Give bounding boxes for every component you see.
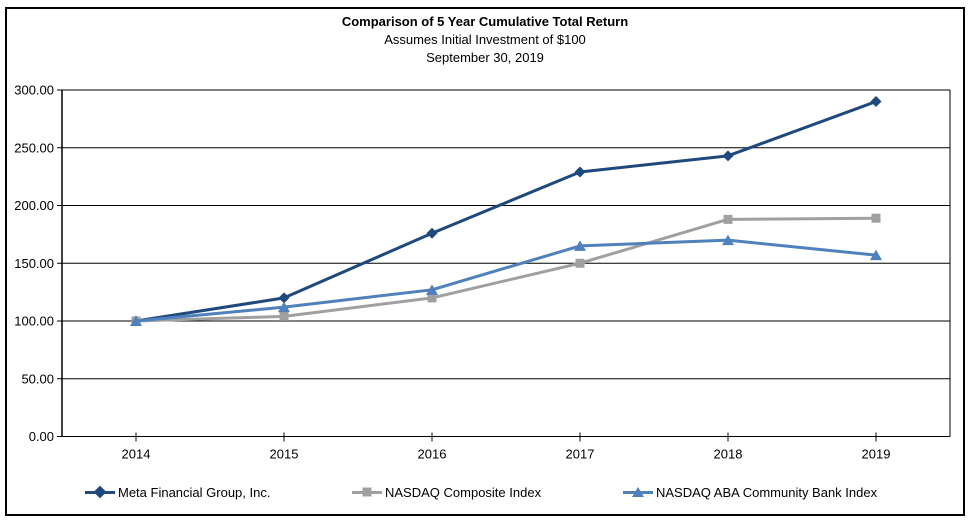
- data-point-marker: [426, 284, 438, 295]
- y-tick-label: 200.00: [14, 198, 54, 213]
- x-tick-label: 2019: [862, 447, 891, 462]
- data-point-marker: [871, 213, 881, 223]
- y-tick-label: 50.00: [21, 371, 54, 386]
- legend-marker: [362, 487, 372, 497]
- y-tick-label: 300.00: [14, 83, 54, 98]
- series-line: [135, 100, 877, 323]
- diamond-marker-icon: [85, 485, 115, 499]
- data-point-marker: [427, 293, 437, 303]
- series-line: [135, 216, 877, 323]
- figure-border: [5, 7, 965, 516]
- series-line: [135, 238, 877, 323]
- data-point-marker: [870, 96, 882, 108]
- chart-legend: Meta Financial Group, Inc. NASDAQ Compos…: [0, 483, 970, 503]
- chart-subtitle: Assumes Initial Investment of $100: [384, 32, 586, 47]
- data-point-marker: [278, 292, 290, 304]
- y-tick-label: 100.00: [14, 314, 54, 329]
- data-point-marker: [426, 227, 438, 239]
- legend-marker: [632, 487, 644, 497]
- legend-marker: [93, 485, 107, 499]
- square-marker-icon: [352, 486, 382, 498]
- data-point-marker: [574, 240, 586, 251]
- legend-item-nasdaq-aba: NASDAQ ABA Community Bank Index: [623, 483, 877, 501]
- y-tick-label: 0.00: [29, 429, 54, 444]
- x-tick-label: 2017: [566, 447, 595, 462]
- title-block: Comparison of 5 Year Cumulative Total Re…: [0, 13, 970, 67]
- x-tick-label: 2015: [270, 447, 299, 462]
- x-tick-label: 2014: [122, 447, 151, 462]
- legend-item-nasdaq-composite: NASDAQ Composite Index: [352, 483, 541, 501]
- chart-title: Comparison of 5 Year Cumulative Total Re…: [341, 14, 629, 29]
- data-point-marker: [723, 214, 733, 224]
- data-point-marker: [279, 311, 289, 321]
- data-point-marker: [575, 258, 585, 268]
- data-point-marker: [278, 301, 290, 313]
- y-tick-label: 150.00: [14, 256, 54, 271]
- x-tick-label: 2016: [418, 447, 447, 462]
- data-point-marker: [130, 315, 142, 326]
- legend-item-meta-financial: Meta Financial Group, Inc.: [85, 483, 270, 501]
- legend-label: NASDAQ Composite Index: [385, 484, 542, 500]
- data-point-marker: [722, 234, 734, 246]
- chart-date-line: September 30, 2019: [426, 50, 544, 65]
- legend-label: NASDAQ ABA Community Bank Index: [656, 484, 878, 500]
- data-point-marker: [574, 166, 586, 178]
- triangle-marker-icon: [623, 486, 653, 498]
- data-point-marker: [722, 150, 734, 162]
- x-tick-label: 2018: [714, 447, 743, 462]
- y-tick-label: 250.00: [14, 140, 54, 155]
- legend-label: Meta Financial Group, Inc.: [118, 484, 271, 500]
- data-point-marker: [870, 249, 882, 261]
